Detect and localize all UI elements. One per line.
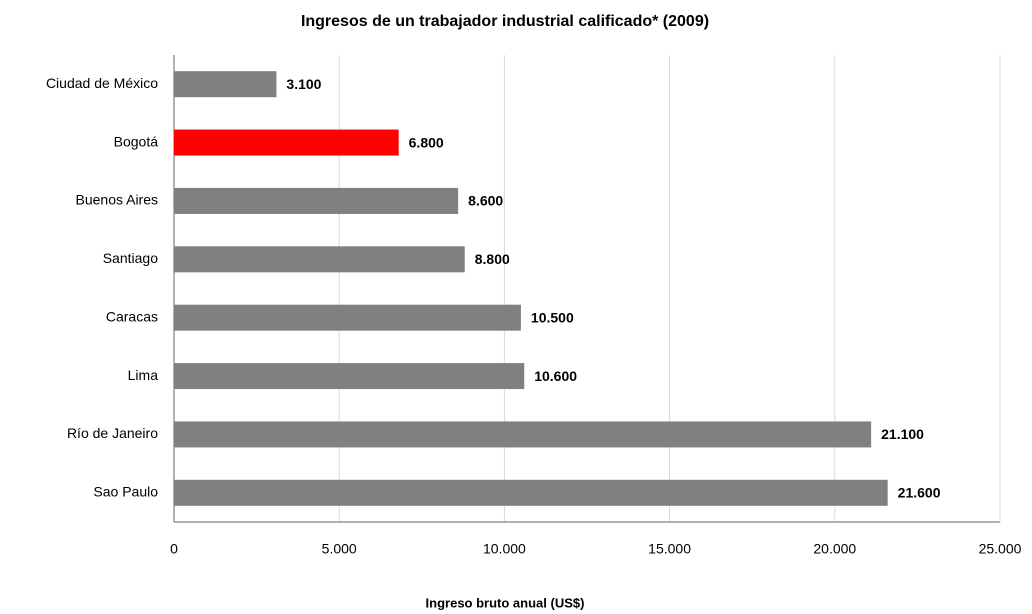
value-label: 6.800 xyxy=(409,134,444,150)
y-tick-label: Lima xyxy=(128,367,159,383)
x-axis-title: Ingreso bruto anual (US$) xyxy=(426,595,585,610)
value-label: 8.800 xyxy=(475,251,510,267)
x-tick-label: 0 xyxy=(170,541,178,557)
x-tick-label: 5.000 xyxy=(322,541,357,557)
y-tick-label: Bogotá xyxy=(114,133,159,149)
value-label: 21.100 xyxy=(881,426,924,442)
chart-title: Ingresos de un trabajador industrial cal… xyxy=(301,13,709,30)
x-tick-label: 20.000 xyxy=(813,541,856,557)
bar xyxy=(174,421,872,448)
bar xyxy=(174,363,525,390)
value-label: 10.500 xyxy=(531,309,574,325)
y-tick-label: Caracas xyxy=(106,308,158,324)
bar xyxy=(174,479,888,506)
x-tick-label: 15.000 xyxy=(648,541,691,557)
bar xyxy=(174,246,465,273)
y-tick-label: Río de Janeiro xyxy=(67,425,158,441)
y-tick-label: Buenos Aires xyxy=(76,192,159,208)
y-tick-label: Sao Paulo xyxy=(93,484,158,500)
y-tick-label: Ciudad de México xyxy=(46,75,158,91)
x-tick-label: 10.000 xyxy=(483,541,526,557)
value-label: 3.100 xyxy=(286,76,321,92)
bar xyxy=(174,304,521,331)
value-label: 10.600 xyxy=(534,368,577,384)
value-label: 8.600 xyxy=(468,193,503,209)
value-label: 21.600 xyxy=(898,485,941,501)
y-tick-label: Santiago xyxy=(103,250,158,266)
bar xyxy=(174,129,399,156)
bar xyxy=(174,187,459,214)
x-tick-label: 25.000 xyxy=(979,541,1022,557)
bar xyxy=(174,71,277,98)
